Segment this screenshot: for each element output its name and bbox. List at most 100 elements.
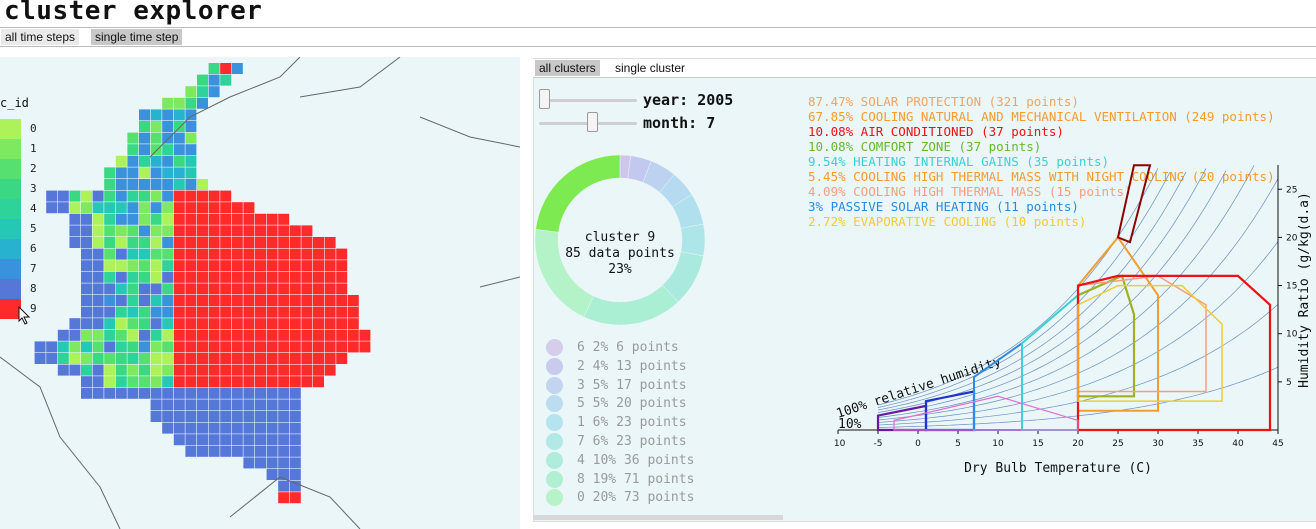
map-cell[interactable] (231, 295, 243, 306)
map-cell[interactable] (243, 364, 255, 376)
map-cell[interactable] (243, 295, 255, 306)
map-cell[interactable] (255, 329, 266, 341)
map-cell[interactable] (173, 144, 185, 156)
map-cell[interactable] (69, 318, 81, 330)
map-cell[interactable] (255, 353, 266, 364)
map-cell[interactable] (139, 213, 150, 225)
map-cell[interactable] (197, 74, 208, 86)
map-cell[interactable] (185, 295, 197, 306)
map-cell[interactable] (197, 86, 208, 98)
map-cell[interactable] (278, 295, 290, 306)
map-cell[interactable] (208, 387, 220, 399)
map-cell[interactable] (162, 399, 174, 411)
map-cell[interactable] (336, 341, 348, 353)
map-cell[interactable] (185, 376, 197, 388)
map-cell[interactable] (173, 318, 185, 330)
map-cell[interactable] (162, 364, 174, 376)
map-cell[interactable] (301, 225, 313, 237)
map-cell[interactable] (255, 341, 266, 353)
map-cell[interactable] (150, 306, 162, 318)
map-cell[interactable] (162, 318, 174, 330)
map-cell[interactable] (139, 109, 150, 121)
map-cell[interactable] (197, 190, 208, 202)
map-cell[interactable] (162, 144, 174, 156)
map-cell[interactable] (197, 283, 208, 295)
map-cell[interactable] (127, 341, 139, 353)
map-cell[interactable] (197, 271, 208, 283)
legend-swatch-3[interactable] (0, 179, 21, 199)
map-cell[interactable] (173, 179, 185, 190)
cluster-list-item[interactable]: 7 6% 23 points (546, 433, 687, 450)
psychrometric-chart[interactable]: -10 -5 0 5 10 15 20 25 30 35 40 45 5 10 15 20 25 Dry Bulb… (834, 80, 1314, 500)
map-cell[interactable] (197, 422, 208, 434)
map-cell[interactable] (173, 202, 185, 214)
map-cell[interactable] (162, 387, 174, 399)
map-cell[interactable] (185, 167, 197, 179)
map-cell[interactable] (139, 190, 150, 202)
map-cell[interactable] (173, 283, 185, 295)
map-cell[interactable] (243, 213, 255, 225)
map-cell[interactable] (173, 364, 185, 376)
cluster-donut-chart[interactable] (530, 150, 710, 330)
tab-all-clusters[interactable]: all clusters (535, 60, 600, 76)
map-cell[interactable] (313, 295, 324, 306)
map-cell[interactable] (278, 353, 290, 364)
map-cell[interactable] (81, 306, 92, 318)
map-cell[interactable] (289, 295, 301, 306)
map-cell[interactable] (173, 329, 185, 341)
map-cell[interactable] (173, 213, 185, 225)
map-cell[interactable] (162, 237, 174, 248)
map-cell[interactable] (115, 190, 127, 202)
map-cell[interactable] (173, 387, 185, 399)
map-cell[interactable] (185, 271, 197, 283)
map-cell[interactable] (115, 202, 127, 214)
legend-swatch-4[interactable] (0, 199, 21, 219)
zone-solar-protection[interactable] (1116, 164, 1152, 244)
map-cell[interactable] (104, 213, 116, 225)
map-cell[interactable] (289, 492, 301, 504)
map-cell[interactable] (46, 202, 58, 214)
map-cell[interactable] (127, 237, 139, 248)
map-cell[interactable] (231, 422, 243, 434)
map-cell[interactable] (104, 387, 116, 399)
map-cell[interactable] (220, 260, 232, 272)
map-cell[interactable] (162, 190, 174, 202)
map-cell[interactable] (104, 260, 116, 272)
map-cell[interactable] (162, 121, 174, 132)
map-cell[interactable] (336, 271, 348, 283)
map-cell[interactable] (92, 295, 104, 306)
map-cell[interactable] (92, 387, 104, 399)
map-cell[interactable] (115, 167, 127, 179)
map-cell[interactable] (289, 260, 301, 272)
map-cell[interactable] (220, 225, 232, 237)
map-cell[interactable] (336, 295, 348, 306)
map-cell[interactable] (104, 306, 116, 318)
map-cell[interactable] (289, 283, 301, 295)
map-cell[interactable] (115, 271, 127, 283)
map-cell[interactable] (81, 225, 92, 237)
map-cell[interactable] (81, 271, 92, 283)
map-cell[interactable] (173, 411, 185, 422)
map-cell[interactable] (266, 387, 278, 399)
map-cell[interactable] (185, 260, 197, 272)
map-cell[interactable] (127, 213, 139, 225)
map-cell[interactable] (92, 202, 104, 214)
map-cell[interactable] (313, 329, 324, 341)
map-cell[interactable] (104, 202, 116, 214)
map-cell[interactable] (92, 318, 104, 330)
map-cell[interactable] (173, 132, 185, 144)
map-cell[interactable] (104, 237, 116, 248)
map-cell[interactable] (278, 283, 290, 295)
map-cell[interactable] (115, 295, 127, 306)
map-cell[interactable] (255, 318, 266, 330)
map-cell[interactable] (208, 63, 220, 74)
map-cell[interactable] (173, 260, 185, 272)
map-cell[interactable] (266, 376, 278, 388)
map-cell[interactable] (173, 167, 185, 179)
map-cell[interactable] (255, 364, 266, 376)
map-cell[interactable] (81, 202, 92, 214)
map-cell[interactable] (185, 411, 197, 422)
map-cell[interactable] (185, 341, 197, 353)
map-cell[interactable] (162, 295, 174, 306)
map-cell[interactable] (231, 63, 243, 74)
